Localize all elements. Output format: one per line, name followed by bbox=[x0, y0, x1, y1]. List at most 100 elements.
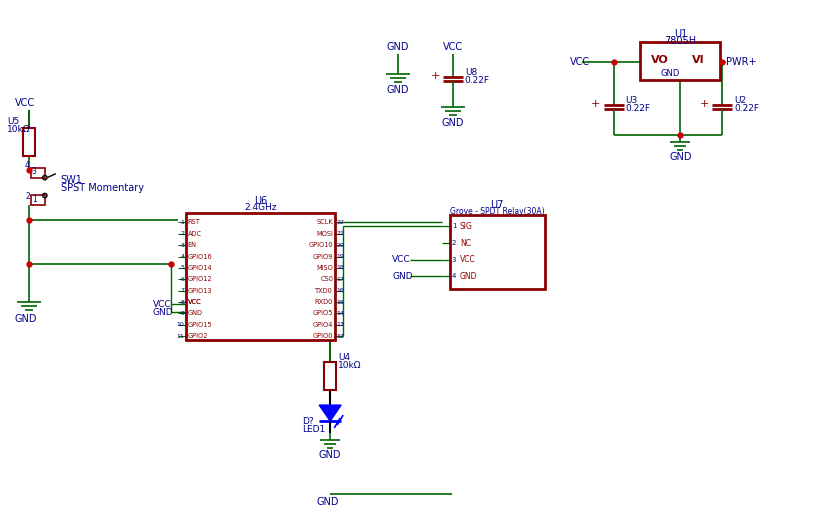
Text: U2: U2 bbox=[734, 97, 747, 105]
Text: 20: 20 bbox=[336, 243, 344, 248]
Text: 1: 1 bbox=[180, 220, 184, 225]
Text: VO: VO bbox=[650, 55, 668, 65]
Text: GND: GND bbox=[661, 69, 680, 78]
Text: GPIO4: GPIO4 bbox=[313, 322, 333, 328]
Text: 22: 22 bbox=[336, 220, 344, 225]
Text: 2.4GHz: 2.4GHz bbox=[244, 203, 277, 212]
Text: U7: U7 bbox=[490, 200, 504, 209]
Text: GND: GND bbox=[392, 272, 413, 281]
Text: 4: 4 bbox=[452, 273, 456, 279]
Text: 18: 18 bbox=[336, 266, 344, 270]
Text: 1: 1 bbox=[32, 195, 37, 204]
Text: 4: 4 bbox=[25, 161, 30, 170]
Text: U3: U3 bbox=[626, 97, 638, 105]
Text: 3: 3 bbox=[452, 257, 456, 263]
Text: SIG: SIG bbox=[460, 222, 472, 231]
Bar bbox=[450, 214, 545, 290]
Text: GPIO5: GPIO5 bbox=[313, 310, 333, 316]
Text: 9: 9 bbox=[180, 311, 184, 316]
Text: TXD0: TXD0 bbox=[315, 288, 333, 294]
Text: 15: 15 bbox=[336, 300, 344, 305]
Text: +: + bbox=[700, 99, 709, 109]
Text: VCC: VCC bbox=[443, 42, 463, 52]
Text: 19: 19 bbox=[336, 254, 344, 259]
Text: GPIO16: GPIO16 bbox=[188, 253, 212, 260]
Text: GPIO13: GPIO13 bbox=[188, 288, 212, 294]
Polygon shape bbox=[319, 405, 341, 421]
Text: D?: D? bbox=[302, 417, 314, 426]
Text: VCC: VCC bbox=[570, 57, 590, 67]
Text: LED1: LED1 bbox=[302, 425, 326, 433]
Text: 2: 2 bbox=[180, 231, 184, 236]
Text: GND: GND bbox=[188, 310, 202, 316]
Text: GND: GND bbox=[387, 42, 410, 52]
Text: VCC: VCC bbox=[188, 299, 202, 305]
Text: 12: 12 bbox=[336, 334, 344, 339]
Text: 11: 11 bbox=[177, 334, 184, 339]
Text: 8: 8 bbox=[180, 300, 184, 305]
Text: GPIO12: GPIO12 bbox=[188, 276, 212, 282]
Text: NC: NC bbox=[460, 239, 471, 247]
Text: 5: 5 bbox=[180, 266, 184, 270]
Text: 10kΩ: 10kΩ bbox=[338, 361, 361, 370]
Text: GPIO15: GPIO15 bbox=[188, 322, 212, 328]
Text: 2: 2 bbox=[25, 192, 30, 201]
Text: EN: EN bbox=[188, 242, 197, 248]
Text: GND: GND bbox=[669, 152, 692, 162]
Text: +: + bbox=[431, 71, 440, 81]
Bar bbox=[31, 168, 45, 178]
Text: PWR+: PWR+ bbox=[726, 57, 756, 67]
Text: CS0: CS0 bbox=[320, 276, 333, 282]
Bar bbox=[185, 212, 335, 340]
Text: VCC: VCC bbox=[460, 255, 476, 264]
Text: GND: GND bbox=[387, 85, 410, 95]
Text: 10kΩ: 10kΩ bbox=[7, 125, 30, 134]
Text: 2: 2 bbox=[452, 240, 456, 246]
Text: 4: 4 bbox=[180, 254, 184, 259]
Text: 21: 21 bbox=[336, 231, 344, 236]
Text: SCLK: SCLK bbox=[317, 219, 333, 226]
Text: GPIO0: GPIO0 bbox=[313, 333, 333, 339]
Text: 0.22F: 0.22F bbox=[465, 76, 490, 85]
Text: GND: GND bbox=[460, 272, 477, 281]
Text: GND: GND bbox=[441, 118, 464, 128]
Text: SW1: SW1 bbox=[60, 175, 82, 184]
Text: ADC: ADC bbox=[188, 231, 202, 237]
Text: 16: 16 bbox=[336, 288, 344, 293]
Text: 0.22F: 0.22F bbox=[626, 104, 650, 113]
Text: MOSI: MOSI bbox=[317, 231, 333, 237]
Bar bbox=[23, 128, 35, 155]
Text: 6: 6 bbox=[180, 277, 184, 282]
Bar bbox=[641, 42, 721, 80]
Text: RST: RST bbox=[188, 219, 201, 226]
Text: U6: U6 bbox=[254, 196, 267, 206]
Text: U8: U8 bbox=[465, 69, 477, 77]
Text: 0.22F: 0.22F bbox=[734, 104, 759, 113]
Text: 14: 14 bbox=[336, 311, 344, 316]
Bar bbox=[324, 362, 336, 390]
Text: 10: 10 bbox=[177, 323, 184, 327]
Text: GPIO14: GPIO14 bbox=[188, 265, 212, 271]
Text: GND: GND bbox=[153, 308, 173, 317]
Text: 1: 1 bbox=[452, 224, 456, 230]
Text: VI: VI bbox=[692, 55, 705, 65]
Text: MISO: MISO bbox=[317, 265, 333, 271]
Text: VCC: VCC bbox=[392, 255, 410, 264]
Text: +: + bbox=[591, 99, 601, 109]
Text: 3: 3 bbox=[32, 167, 37, 176]
Text: VCC: VCC bbox=[15, 98, 35, 108]
Text: 3: 3 bbox=[180, 243, 184, 248]
Text: GND: GND bbox=[317, 497, 339, 507]
Text: U4: U4 bbox=[338, 353, 350, 362]
Text: U1: U1 bbox=[674, 29, 687, 39]
Text: VCC: VCC bbox=[153, 300, 171, 309]
Text: GPIO2: GPIO2 bbox=[188, 333, 208, 339]
Text: 17: 17 bbox=[336, 277, 344, 282]
Text: GND: GND bbox=[15, 314, 38, 324]
Text: Grove - SPDT Relay(30A): Grove - SPDT Relay(30A) bbox=[450, 207, 544, 216]
Text: GND: GND bbox=[319, 450, 341, 460]
Text: RXD0: RXD0 bbox=[315, 299, 333, 305]
Text: GPIO9: GPIO9 bbox=[313, 253, 333, 260]
Text: 13: 13 bbox=[336, 323, 344, 327]
Text: SPST Momentary: SPST Momentary bbox=[60, 182, 144, 193]
